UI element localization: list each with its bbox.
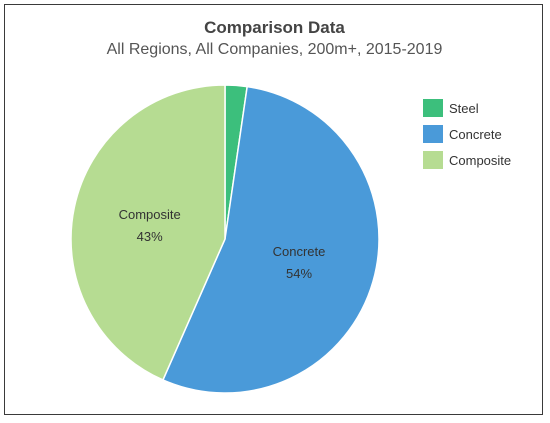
legend-label-steel: Steel xyxy=(449,100,479,116)
data-label-value-composite: 43% xyxy=(137,229,163,244)
pie-data-labels: Concrete 54% Composite 43% xyxy=(119,207,326,281)
data-label-name-composite: Composite xyxy=(119,207,181,222)
pie-slices xyxy=(70,84,380,394)
pie-slice-composite[interactable] xyxy=(70,84,226,381)
legend-label-concrete: Concrete xyxy=(449,126,502,142)
pie-slice-concrete[interactable] xyxy=(161,85,380,394)
legend-item-steel[interactable]: Steel xyxy=(423,95,511,121)
chart-subtitle: All Regions, All Companies, 200m+, 2015-… xyxy=(106,41,443,58)
legend-swatch-steel xyxy=(423,99,443,117)
legend-label-composite: Composite xyxy=(449,152,512,168)
legend-item-concrete[interactable]: Concrete xyxy=(423,121,511,147)
data-label-value-concrete: 54% xyxy=(286,266,312,281)
data-label-name-concrete: Concrete xyxy=(273,244,326,259)
chart-legend: Steel Concrete Composite xyxy=(423,95,511,173)
legend-swatch-concrete xyxy=(423,125,443,143)
legend-item-composite[interactable]: Composite xyxy=(423,147,511,173)
chart-title: Comparison Data xyxy=(204,18,345,37)
pie-chart: Concrete 54% Composite 43% xyxy=(70,84,380,394)
legend-swatch-composite xyxy=(423,151,443,169)
chart-frame: Comparison Data All Regions, All Compani… xyxy=(4,4,543,415)
